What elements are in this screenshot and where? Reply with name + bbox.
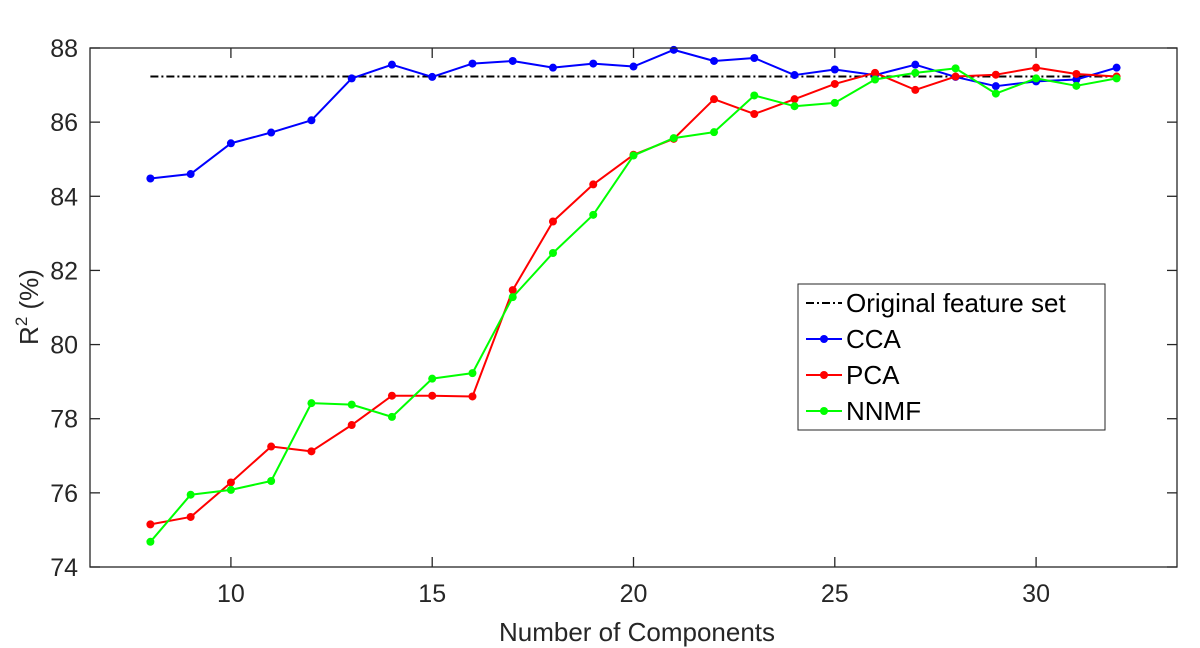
data-point-pca <box>951 72 960 81</box>
data-point-nnmf <box>1072 81 1081 90</box>
y-axis-label-superscript: 2 <box>12 317 31 326</box>
legend: Original feature set CCA PCA NNMF <box>797 283 1106 431</box>
data-point-pca <box>991 70 1000 79</box>
legend-label-pca: PCA <box>846 360 900 390</box>
data-point-nnmf <box>750 91 759 100</box>
y-tick-label: 76 <box>50 480 78 508</box>
data-point-pca <box>1032 63 1041 72</box>
x-tick-label: 20 <box>620 580 648 608</box>
data-point-nnmf <box>629 151 638 160</box>
data-point-pca <box>226 478 235 487</box>
data-point-cca <box>347 74 356 83</box>
data-point-pca <box>911 85 920 94</box>
data-point-pca <box>790 95 799 104</box>
data-point-nnmf <box>267 476 276 485</box>
data-point-nnmf <box>710 128 719 137</box>
y-axis-label-main: R <box>14 326 44 345</box>
data-point-cca <box>629 62 638 71</box>
x-tick-label: 30 <box>1022 580 1050 608</box>
legend-marker-nnmf <box>820 407 828 415</box>
data-point-nnmf <box>871 75 880 84</box>
data-point-nnmf <box>146 537 155 546</box>
data-point-cca <box>226 139 235 148</box>
data-point-cca <box>428 72 437 81</box>
data-point-nnmf <box>307 399 316 408</box>
data-point-cca <box>307 116 316 125</box>
data-point-pca <box>267 442 276 451</box>
data-point-pca <box>186 512 195 521</box>
y-tick-label: 82 <box>50 257 78 285</box>
data-point-pca <box>589 180 598 189</box>
data-point-cca <box>1072 75 1081 84</box>
data-point-nnmf <box>226 485 235 494</box>
data-point-pca <box>347 421 356 430</box>
legend-box <box>797 283 1106 431</box>
data-point-pca <box>468 392 477 401</box>
legend-marker-cca <box>820 335 828 343</box>
data-point-nnmf <box>347 400 356 409</box>
data-point-nnmf <box>589 210 598 219</box>
x-axis-label: Number of Components <box>499 617 775 647</box>
legend-label-cca: CCA <box>846 324 902 354</box>
legend-marker-pca <box>820 371 828 379</box>
data-point-cca <box>387 60 396 69</box>
data-point-pca <box>750 109 759 118</box>
data-point-cca <box>750 54 759 63</box>
y-axis-label: R2 (%) <box>12 269 44 345</box>
legend-label-nnmf: NNMF <box>846 396 921 426</box>
data-point-nnmf <box>387 412 396 421</box>
data-point-cca <box>991 82 1000 91</box>
data-point-nnmf <box>186 490 195 499</box>
y-tick-label: 88 <box>50 35 78 63</box>
data-point-nnmf <box>428 374 437 383</box>
y-tick-label: 78 <box>50 406 78 434</box>
data-point-cca <box>508 56 517 65</box>
data-point-cca <box>267 128 276 137</box>
data-point-pca <box>307 447 316 456</box>
data-point-cca <box>790 71 799 80</box>
data-point-nnmf <box>790 102 799 111</box>
data-point-nnmf <box>508 293 517 302</box>
data-point-pca <box>871 68 880 77</box>
y-tick-label: 86 <box>50 109 78 137</box>
data-point-cca <box>186 170 195 179</box>
data-point-cca <box>468 59 477 68</box>
data-point-pca <box>508 286 517 295</box>
data-point-cca <box>1112 63 1121 72</box>
y-axis-label-unit: (%) <box>14 269 44 317</box>
data-point-pca <box>428 391 437 400</box>
series-layer <box>146 45 1121 546</box>
data-point-nnmf <box>911 68 920 77</box>
data-point-pca <box>548 217 557 226</box>
data-point-cca <box>830 65 839 74</box>
data-point-nnmf <box>991 89 1000 98</box>
data-point-cca <box>710 56 719 65</box>
data-point-nnmf <box>1112 74 1121 83</box>
data-point-pca <box>710 95 719 104</box>
data-point-cca <box>911 60 920 69</box>
data-point-pca <box>830 79 839 88</box>
x-tick-label: 15 <box>418 580 446 608</box>
data-point-pca <box>146 520 155 529</box>
data-point-nnmf <box>951 64 960 73</box>
data-point-cca <box>669 45 678 54</box>
data-point-pca <box>1072 69 1081 78</box>
x-tick-label: 25 <box>821 580 849 608</box>
ticks-layer: 10 15 20 25 30 74 76 78 80 82 84 86 88 <box>50 35 1177 608</box>
data-point-pca <box>387 391 396 400</box>
data-point-nnmf <box>830 98 839 107</box>
x-tick-label: 10 <box>217 580 245 608</box>
data-point-nnmf <box>1032 74 1041 83</box>
data-point-nnmf <box>669 134 678 143</box>
data-point-nnmf <box>548 249 557 258</box>
data-point-nnmf <box>468 369 477 378</box>
y-tick-label: 74 <box>50 554 78 582</box>
data-point-cca <box>146 174 155 183</box>
data-point-cca <box>548 63 557 72</box>
legend-label-baseline: Original feature set <box>846 288 1066 318</box>
data-point-cca <box>589 59 598 68</box>
y-tick-label: 80 <box>50 332 78 360</box>
y-tick-label: 84 <box>50 183 78 211</box>
